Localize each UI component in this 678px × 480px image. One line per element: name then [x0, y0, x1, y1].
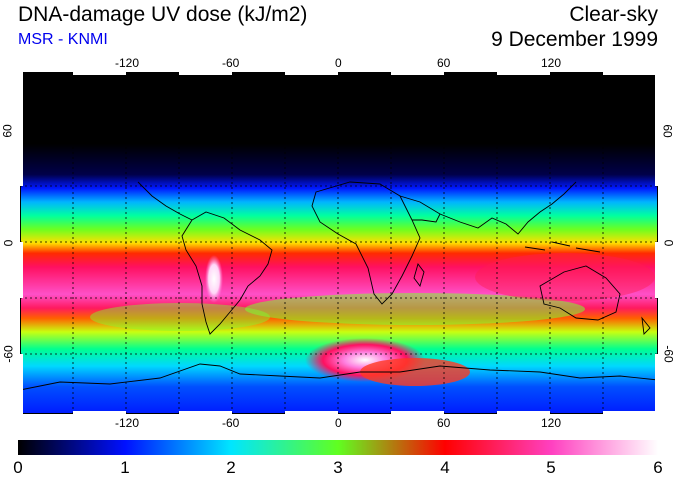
lon-tick-bottom: -60	[222, 416, 240, 430]
lon-tick-top: 0	[335, 56, 342, 70]
sky-condition-label: Clear-sky	[569, 3, 658, 26]
colorbar-label: 2	[226, 458, 236, 477]
antarctic-high-dose-tail	[360, 358, 470, 386]
lon-tick-bottom: 0	[335, 416, 342, 430]
colorbar-label: 1	[120, 458, 130, 477]
australia-coast	[539, 265, 621, 321]
frame-segments	[20, 72, 658, 414]
colorbar-label: 6	[653, 458, 663, 477]
warm-pool-region	[475, 253, 655, 301]
lon-tick-bottom: 120	[541, 416, 562, 430]
arabia-coast	[399, 195, 441, 223]
colorbar-label: 5	[546, 458, 556, 477]
lon-tick-top: 120	[541, 56, 562, 70]
central-america-coast	[137, 181, 193, 221]
indonesia-coast	[524, 241, 601, 253]
lat-tick-left: -60	[1, 345, 16, 363]
lon-tick-bottom: 60	[437, 416, 451, 430]
lat-tick-left: 60	[0, 124, 15, 138]
source-label: MSR - KNMI	[18, 31, 108, 48]
south-indian-ocean-band	[245, 293, 585, 325]
africa-coast	[311, 181, 421, 305]
map-title: DNA-damage UV dose (kJ/m2)	[18, 3, 308, 26]
colorbar-label: 4	[440, 458, 450, 477]
lat-tick-left: 0	[1, 239, 16, 247]
andes-high-dose-region	[205, 255, 223, 303]
uv-dose-world-map	[20, 72, 658, 414]
lon-tick-bottom: -120	[115, 416, 140, 430]
madagascar-coast	[413, 263, 425, 287]
date-label: 9 December 1999	[491, 28, 658, 51]
asia-coast	[439, 181, 577, 235]
antarctica-coast	[20, 363, 658, 391]
lat-tick-right: 0	[661, 239, 676, 247]
color-scale-bar	[18, 440, 658, 455]
lat-tick-right: -60	[661, 345, 676, 363]
lon-tick-top: -120	[115, 56, 140, 70]
lat-tick-right: 60	[660, 124, 675, 138]
lon-tick-top: 60	[437, 56, 451, 70]
graticule	[20, 72, 658, 414]
coastlines	[20, 181, 658, 391]
lon-tick-top: -60	[222, 56, 240, 70]
new-zealand-coast	[641, 316, 651, 335]
colorbar-label: 0	[13, 458, 23, 477]
colorbar-label: 3	[333, 458, 343, 477]
south-pacific-band	[90, 303, 270, 331]
south-america-coast	[181, 211, 273, 335]
